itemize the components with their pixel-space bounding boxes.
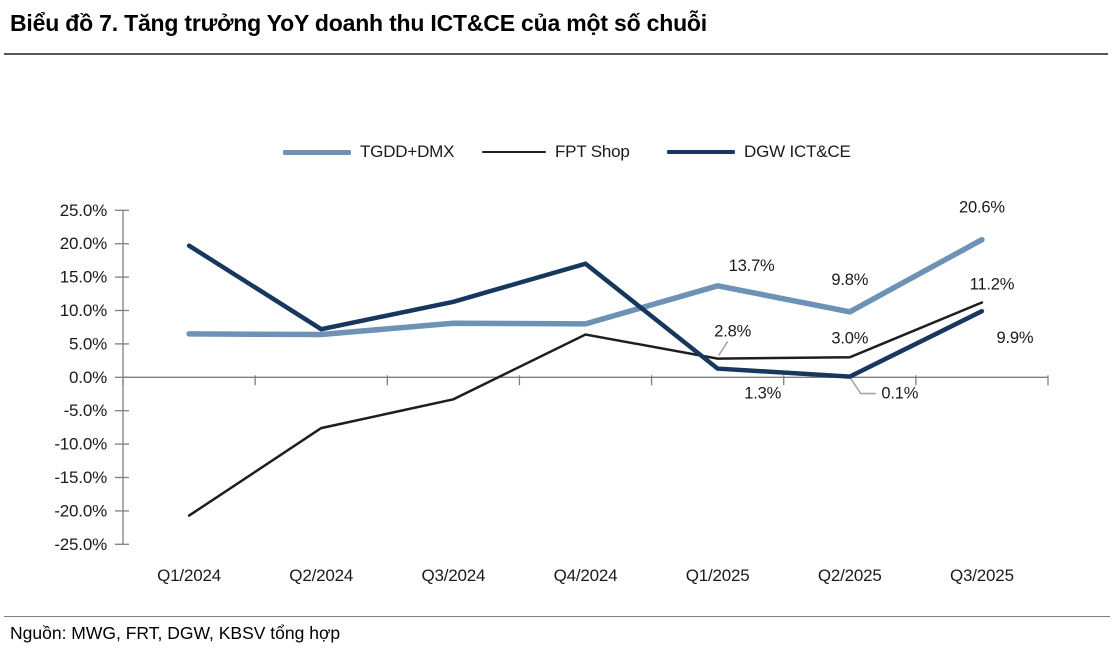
- series-line-tgdd-dmx: [186, 236, 985, 338]
- legend-label-fpt-shop: FPT Shop: [555, 142, 630, 161]
- data-label: 11.2%: [970, 275, 1015, 293]
- x-axis-label: Q3/2024: [421, 566, 485, 585]
- y-axis-label: 20.0%: [60, 234, 107, 253]
- label-callout-line: [850, 378, 876, 395]
- x-axis-label: Q3/2025: [950, 566, 1014, 585]
- data-label: 2.8%: [714, 323, 751, 341]
- x-axis-label: Q4/2024: [554, 566, 618, 585]
- legend-item-tgdd-dmx: TGDD+DMX: [283, 142, 455, 161]
- y-axis-label: -10.0%: [54, 435, 107, 454]
- chart-title: Biểu đồ 7. Tăng trưởng YoY doanh thu ICT…: [10, 10, 707, 36]
- legend-label-tgdd-dmx: TGDD+DMX: [360, 142, 455, 161]
- y-axis-label: -15.0%: [54, 468, 107, 487]
- label-callout-line: [717, 341, 729, 357]
- y-axis-label: -25.0%: [54, 535, 107, 554]
- data-label: 13.7%: [729, 257, 775, 275]
- legend-item-dgw-ictce: DGW ICT&CE: [667, 142, 851, 161]
- legend-item-fpt-shop: FPT Shop: [482, 142, 630, 161]
- y-axis-label: 5.0%: [69, 334, 107, 353]
- x-axis-label: Q1/2025: [686, 566, 750, 585]
- y-axis-label: 0.0%: [69, 368, 107, 387]
- data-label: 3.0%: [831, 329, 868, 347]
- data-label: 9.8%: [831, 271, 868, 289]
- series-line-dgw-ict-ce: [186, 243, 985, 379]
- y-axis-label: 10.0%: [60, 301, 107, 320]
- x-axis-label: Q2/2024: [289, 566, 353, 585]
- legend-swatch-tgdd-dmx: [283, 149, 351, 155]
- data-label: 20.6%: [959, 199, 1005, 217]
- series-line-fpt-shop: [187, 301, 984, 517]
- data-label: 1.3%: [744, 385, 781, 403]
- x-axis-label: Q2/2025: [818, 566, 882, 585]
- y-axis-label: -20.0%: [54, 501, 107, 520]
- data-label: 0.1%: [881, 385, 918, 403]
- data-label: 9.9%: [997, 329, 1034, 347]
- legend-swatch-fpt-shop: [482, 150, 546, 154]
- source-divider: [4, 616, 1110, 617]
- legend-label-dgw-ictce: DGW ICT&CE: [744, 142, 851, 161]
- source-note: Nguồn: MWG, FRT, DGW, KBSV tổng hợp: [10, 623, 341, 643]
- x-axis-label: Q1/2024: [157, 566, 221, 585]
- y-axis-label: -5.0%: [64, 401, 107, 420]
- legend-swatch-dgw-ictce: [667, 150, 735, 154]
- y-axis-label: 25.0%: [60, 201, 107, 220]
- title-divider: [4, 53, 1108, 55]
- y-axis-label: 15.0%: [60, 268, 107, 287]
